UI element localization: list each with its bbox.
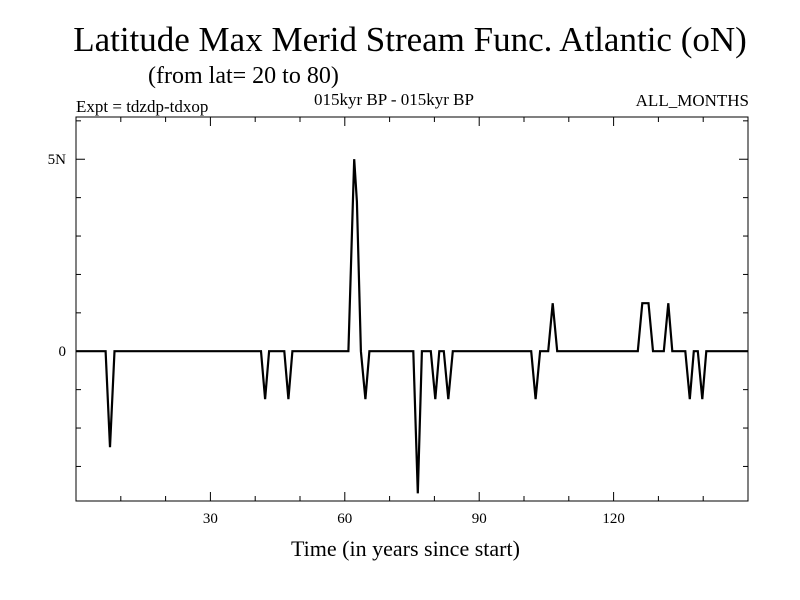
y-tick-label: 0 [59, 344, 67, 360]
experiment-label: Expt = tdzdp-tdxop [76, 97, 209, 116]
x-tick-label: 30 [203, 511, 218, 527]
x-axis-label: Time (in years since start) [291, 536, 520, 561]
chart-subtitle: (from lat= 20 to 80) [148, 63, 339, 89]
x-tick-label: 60 [337, 511, 352, 527]
series-line-1 [76, 159, 748, 494]
months-label: ALL_MONTHS [635, 91, 749, 110]
period-label: 015kyr BP - 015kyr BP [314, 90, 474, 109]
plot-frame [75, 116, 749, 502]
y-tick-label: 5N [48, 152, 67, 168]
chart-title: Latitude Max Merid Stream Func. Atlantic… [73, 20, 747, 59]
x-tick-label: 120 [602, 511, 625, 527]
x-tick-label: 90 [472, 511, 487, 527]
